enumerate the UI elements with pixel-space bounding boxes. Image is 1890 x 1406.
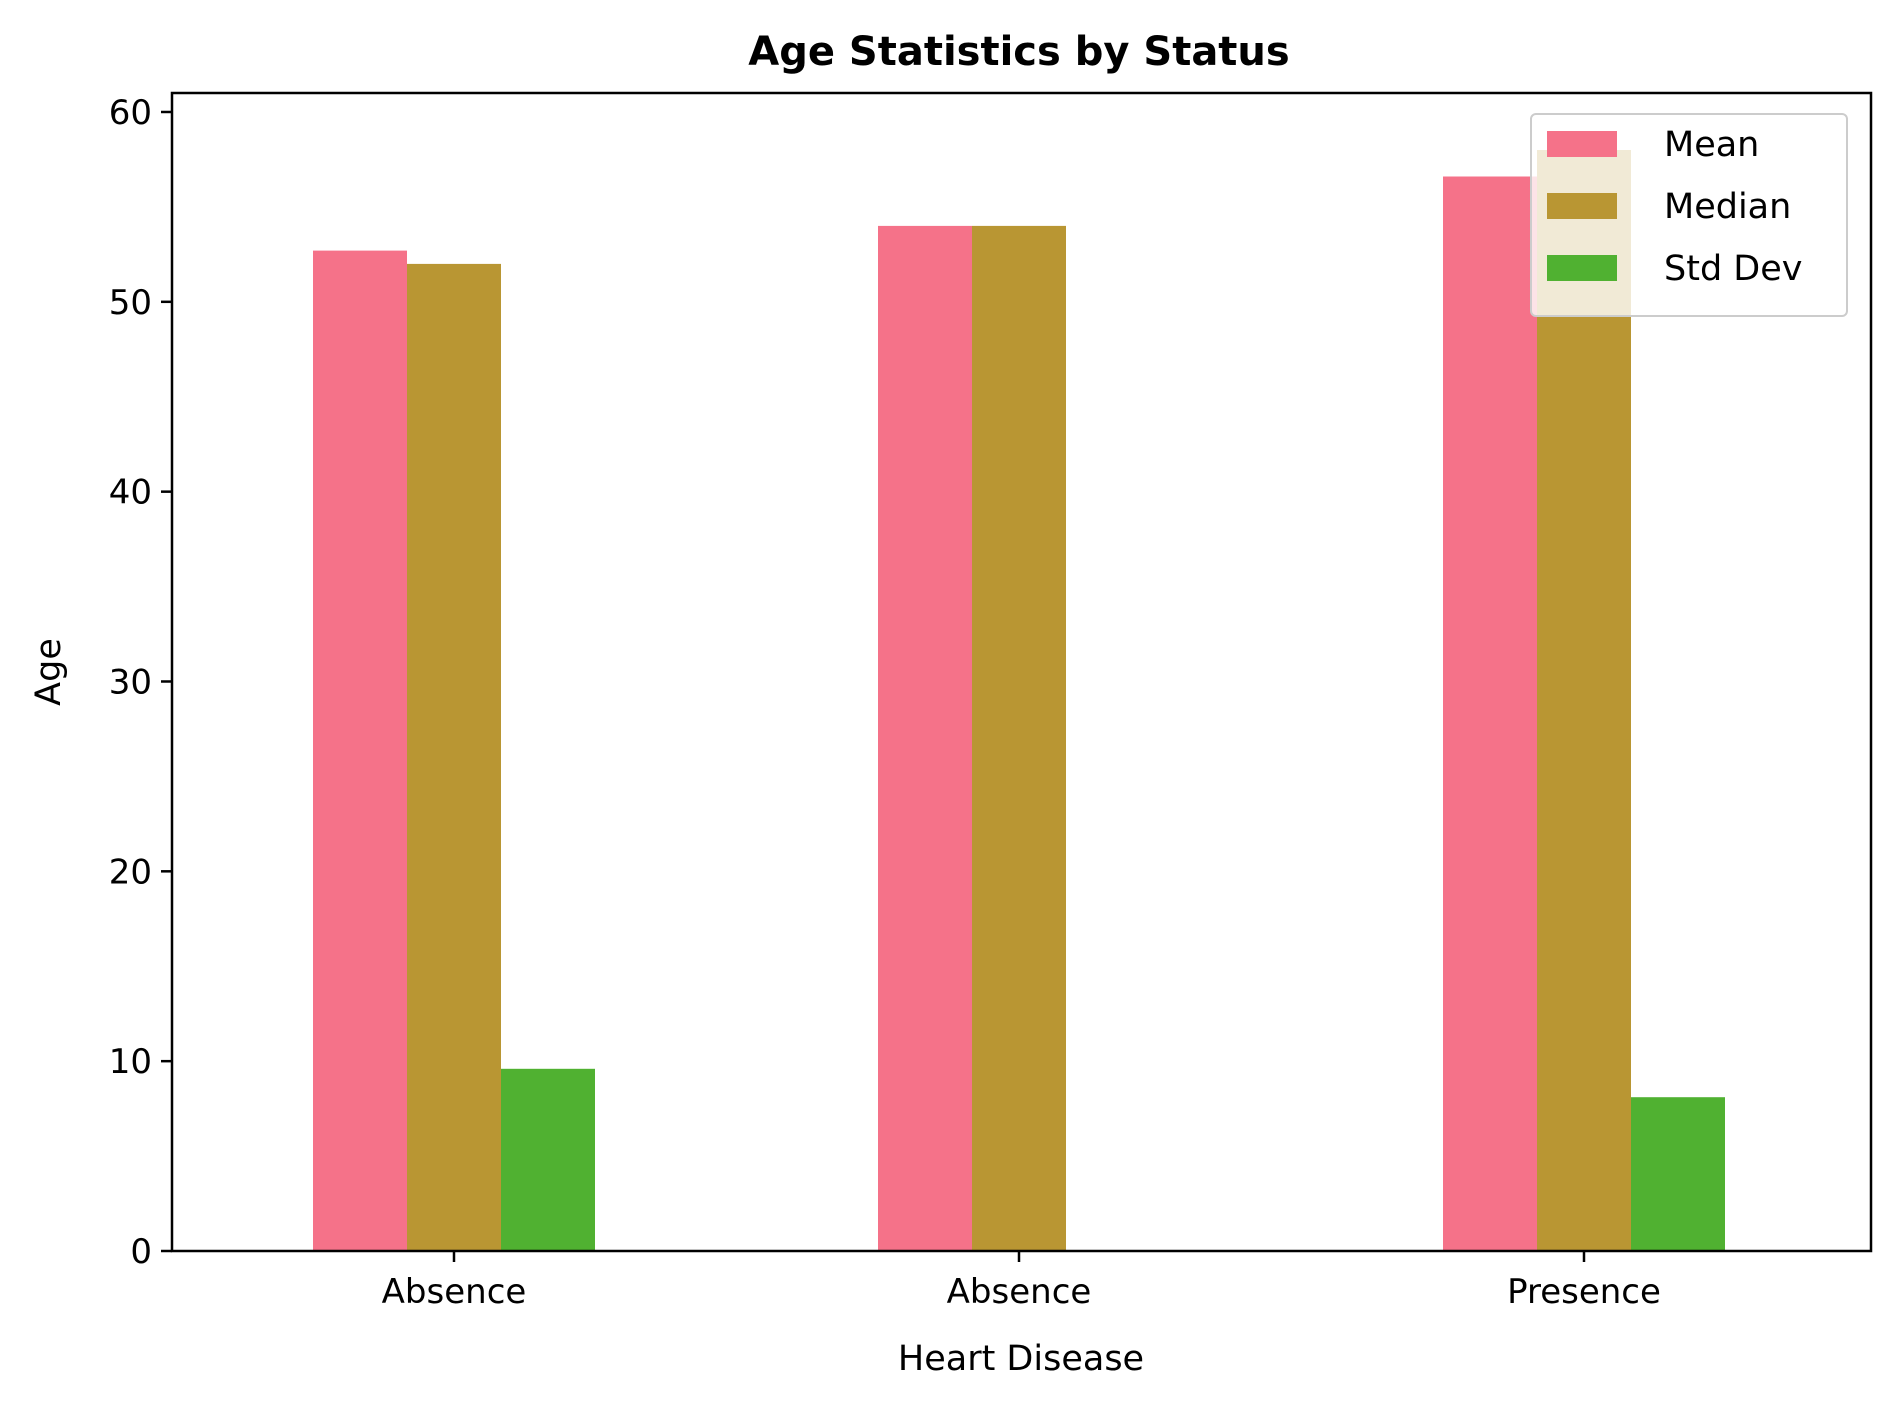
bar-median-0 [407,263,501,1251]
legend-label-median: Median [1664,187,1791,227]
y-axis-ticks: 0 10 20 30 40 50 60 [109,93,172,1272]
y-tick-label: 40 [109,473,152,513]
y-tick-label: 0 [130,1232,152,1272]
x-tick-label: Presence [1507,1272,1661,1312]
bar-median-2 [1537,150,1631,1251]
legend: Mean Median Std Dev [1530,113,1848,317]
bars-group [313,150,1725,1252]
y-tick-label: 50 [109,283,152,323]
bar-mean-2 [1443,176,1537,1251]
legend-label-mean: Mean [1664,125,1759,165]
x-tick-label: Absence [382,1272,527,1312]
x-axis-label: Heart Disease [898,1339,1144,1379]
legend-label-std-dev: Std Dev [1664,249,1802,289]
x-axis-ticks: Absence Absence Presence [382,1251,1661,1312]
y-tick-label: 60 [109,93,152,133]
y-tick-label: 30 [109,662,152,702]
y-axis-label: Age [29,638,69,706]
bar-mean-0 [313,250,407,1252]
chart-title: Age Statistics by Status [748,29,1289,75]
bar-median-1 [972,225,1066,1251]
bar-std-dev-0 [501,1068,595,1251]
bar-mean-1 [878,225,972,1251]
bar-std-dev-2 [1631,1097,1725,1251]
x-tick-label: Absence [947,1272,1092,1312]
y-tick-label: 20 [109,852,152,892]
plot-frame [170,91,1873,1253]
legend-swatch-median [1547,193,1617,219]
legend-swatch-mean [1547,131,1617,157]
legend-swatch-std-dev [1547,255,1617,281]
y-tick-label: 10 [109,1042,152,1082]
